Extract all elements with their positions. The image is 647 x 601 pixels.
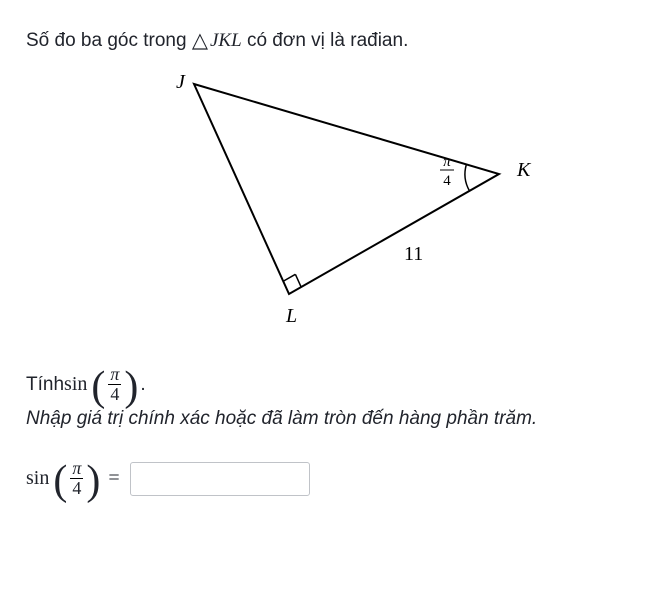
- answer-input-group: – x + =: [130, 462, 310, 496]
- answer-frac-num: π: [70, 459, 83, 478]
- question-expression: sin ( π 4 ): [64, 364, 138, 406]
- frac-num: π: [108, 365, 121, 384]
- vertex-L-label: L: [285, 305, 297, 327]
- side-KL-label: 11: [404, 243, 423, 265]
- answer-row: sin ( π 4 ) = – x + =: [26, 458, 621, 500]
- answer-func: sin: [26, 467, 49, 490]
- question-line: Tính sin ( π 4 ) .: [26, 364, 621, 406]
- instruction-text: Nhập giá trị chính xác hoặc đã làm tròn …: [26, 408, 621, 430]
- answer-lparen: (: [53, 460, 67, 502]
- svg-text:4: 4: [443, 173, 451, 189]
- question-period: .: [140, 374, 145, 396]
- func-sin: sin: [64, 373, 87, 396]
- answer-expression: sin ( π 4 ): [26, 458, 100, 500]
- vertex-K-label: K: [516, 159, 532, 181]
- answer-rparen: ): [86, 460, 100, 502]
- prompt-suffix: có đơn vị là rađian.: [242, 30, 409, 51]
- frac-den: 4: [108, 385, 121, 404]
- question-word: Tính: [26, 374, 64, 396]
- lparen: (: [91, 366, 105, 408]
- answer-frac-den: 4: [70, 479, 83, 498]
- triangle-figure: J K L 11 π 4: [114, 74, 534, 334]
- triangle-label: JKL: [210, 30, 242, 51]
- equals-sign: =: [108, 467, 119, 490]
- answer-input[interactable]: [131, 463, 310, 495]
- arg-fraction: π 4: [108, 365, 121, 404]
- svg-text:π: π: [443, 154, 451, 170]
- answer-fraction: π 4: [70, 459, 83, 498]
- figure-container: J K L 11 π 4: [26, 74, 621, 334]
- rparen: ): [124, 366, 138, 408]
- prompt-prefix: Số đo ba góc trong: [26, 30, 192, 51]
- prompt-text: Số đo ba góc trong △JKL có đơn vị là rađ…: [26, 24, 621, 56]
- triangle-symbol: △: [192, 28, 208, 52]
- vertex-J-label: J: [176, 74, 186, 93]
